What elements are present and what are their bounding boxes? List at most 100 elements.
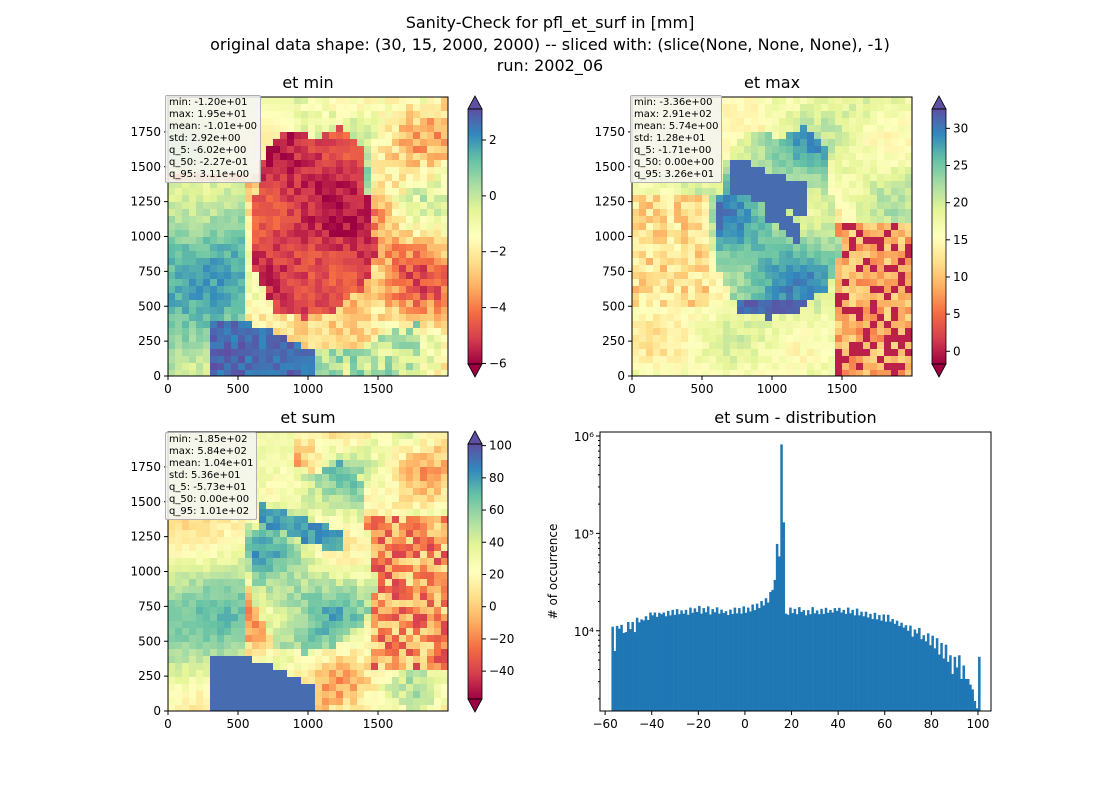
heatmap-cell — [175, 656, 182, 663]
heatmap-cell — [863, 111, 870, 118]
heatmap-cell — [322, 621, 329, 628]
heatmap-cell — [793, 132, 800, 139]
heatmap-cell — [238, 684, 245, 691]
heatmap-cell — [392, 614, 399, 621]
heatmap-cell — [315, 460, 322, 467]
histogram-bar — [715, 607, 719, 711]
heatmap-cell — [308, 209, 315, 216]
heatmap-cell — [413, 481, 420, 488]
heatmap-cell — [217, 223, 224, 230]
heatmap-cell — [441, 321, 448, 328]
heatmap-cell — [856, 223, 863, 230]
heatmap-cell — [357, 516, 364, 523]
heatmap-cell — [224, 293, 231, 300]
heatmap-cell — [315, 677, 322, 684]
heatmap-cell — [779, 125, 786, 132]
heatmap-cell — [385, 300, 392, 307]
heatmap-cell — [695, 265, 702, 272]
heatmap-cell — [420, 481, 427, 488]
heatmap-cell — [406, 481, 413, 488]
heatmap-cell — [786, 279, 793, 286]
heatmap-cell — [681, 370, 688, 376]
heatmap-cell — [399, 307, 406, 314]
heatmap-cell — [175, 670, 182, 677]
heatmap-cell — [224, 272, 231, 279]
heatmap-cell — [653, 209, 660, 216]
heatmap-cell — [196, 342, 203, 349]
heatmap-cell — [420, 300, 427, 307]
heatmap-cell — [210, 691, 217, 698]
heatmap-cell — [681, 349, 688, 356]
heatmap-cell — [751, 279, 758, 286]
heatmap-cell — [737, 230, 744, 237]
heatmap-cell — [196, 230, 203, 237]
heatmap-cell — [350, 370, 357, 376]
heatmap-cell — [814, 349, 821, 356]
heatmap-cell — [357, 467, 364, 474]
heatmap-cell — [280, 328, 287, 335]
heatmap-cell — [301, 656, 308, 663]
heatmap-cell — [758, 244, 765, 251]
heatmap-cell — [639, 279, 646, 286]
heatmap-cell — [793, 97, 800, 104]
heatmap-cell — [765, 216, 772, 223]
heatmap-cell — [168, 628, 175, 635]
heatmap-cell — [175, 349, 182, 356]
heatmap-cell — [315, 132, 322, 139]
y-tick-label: 1500 — [130, 160, 161, 174]
heatmap-cell — [357, 279, 364, 286]
heatmap-cell — [301, 663, 308, 670]
heatmap-cell — [315, 439, 322, 446]
heatmap-cell — [399, 125, 406, 132]
heatmap-cell — [224, 195, 231, 202]
heatmap-cell — [182, 209, 189, 216]
heatmap-cell — [807, 174, 814, 181]
histogram-bar — [671, 609, 674, 711]
heatmap-cell — [828, 104, 835, 111]
heatmap-cell — [189, 293, 196, 300]
heatmap-cell — [413, 160, 420, 167]
heatmap-cell — [420, 202, 427, 209]
heatmap-cell — [905, 258, 912, 265]
heatmap-cell — [793, 265, 800, 272]
heatmap-cell — [406, 139, 413, 146]
heatmap-cell — [849, 370, 856, 376]
heatmap-cell — [224, 258, 231, 265]
heatmap-cell — [709, 314, 716, 321]
heatmap-cell — [441, 279, 448, 286]
heatmap-cell — [399, 705, 406, 711]
heatmap-cell — [315, 202, 322, 209]
heatmap-cell — [364, 593, 371, 600]
heatmap-cell — [793, 272, 800, 279]
heatmap-cell — [653, 321, 660, 328]
heatmap-cell — [639, 293, 646, 300]
heatmap-cell — [716, 258, 723, 265]
heatmap-cell — [343, 593, 350, 600]
heatmap-cell — [406, 614, 413, 621]
heatmap-cell — [266, 272, 273, 279]
heatmap-cell — [217, 586, 224, 593]
heatmap-cell — [420, 265, 427, 272]
heatmap-cell — [751, 370, 758, 376]
heatmap-cell — [737, 265, 744, 272]
heatmap-cell — [730, 153, 737, 160]
heatmap-cell — [884, 265, 891, 272]
heatmap-cell — [667, 321, 674, 328]
heatmap-cell — [350, 544, 357, 551]
heatmap-cell — [301, 125, 308, 132]
heatmap-cell — [182, 363, 189, 370]
heatmap-cell — [392, 698, 399, 705]
heatmap-cell — [252, 307, 259, 314]
heatmap-cell — [238, 216, 245, 223]
heatmap-cell — [420, 349, 427, 356]
heatmap-cell — [308, 139, 315, 146]
heatmap-cell — [723, 335, 730, 342]
heatmap-cell — [189, 579, 196, 586]
heatmap-cell — [231, 223, 238, 230]
heatmap-cell — [828, 188, 835, 195]
heatmap-cell — [301, 321, 308, 328]
heatmap-cell — [308, 684, 315, 691]
heatmap-cell — [182, 321, 189, 328]
heatmap-cell — [856, 97, 863, 104]
heatmap-cell — [413, 677, 420, 684]
